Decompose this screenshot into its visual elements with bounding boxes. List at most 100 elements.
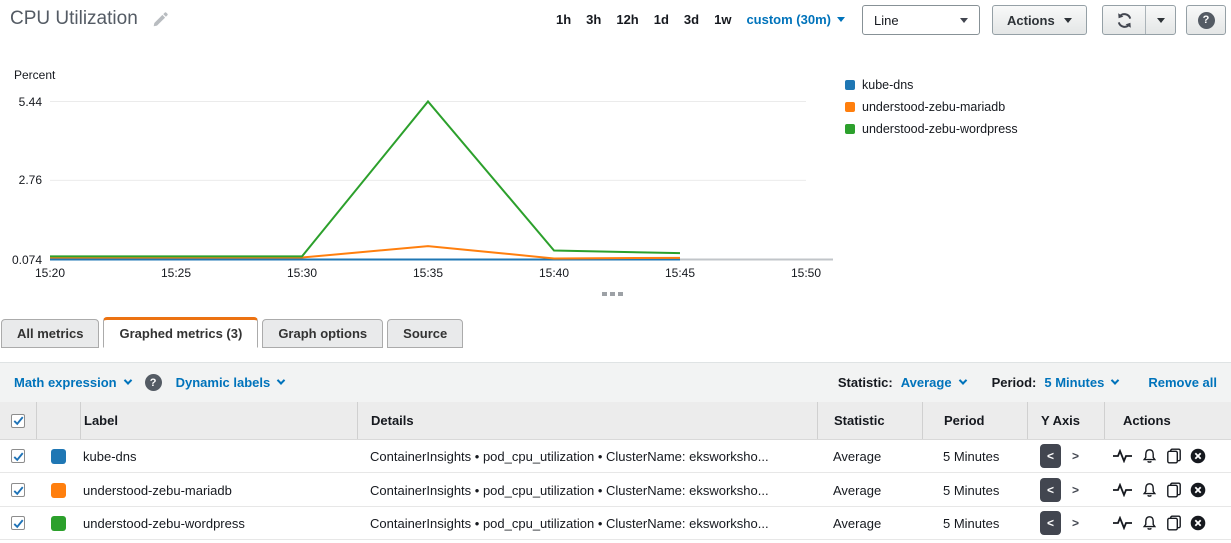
tab-graph-options[interactable]: Graph options xyxy=(262,319,384,348)
copy-icon xyxy=(1167,482,1181,498)
actions-button[interactable]: Actions xyxy=(992,5,1087,35)
y-axis-left-button[interactable]: < xyxy=(1040,444,1061,468)
x-axis-tick-label: 15:20 xyxy=(34,266,66,280)
legend-item-understood-zebu-mariadb[interactable]: understood-zebu-mariadb xyxy=(845,100,1018,114)
caret-down-icon xyxy=(836,17,845,22)
row-details: ContainerInsights • pod_cpu_utilization … xyxy=(370,448,769,464)
y-axis-tick-label: 0.074 xyxy=(11,252,42,267)
refresh-icon xyxy=(1117,12,1131,28)
edit-title-pencil-icon[interactable] xyxy=(152,11,169,28)
row-period: 5 Minutes xyxy=(943,482,1000,498)
pulse-icon xyxy=(1113,449,1132,463)
row-checkbox[interactable] xyxy=(11,516,25,530)
bell-icon xyxy=(1142,449,1157,463)
metrics-table-header: Label Details Statistic Period Y Axis Ac… xyxy=(0,402,1231,440)
bell-icon xyxy=(1142,516,1157,530)
row-label: understood-zebu-wordpress xyxy=(83,515,245,531)
legend-item-kube-dns[interactable]: kube-dns xyxy=(845,78,1018,92)
column-header-actions[interactable]: Actions xyxy=(1104,402,1231,439)
time-range-12h[interactable]: 12h xyxy=(616,12,639,27)
metrics-tabs: All metrics Graphed metrics (3) Graph op… xyxy=(1,317,464,348)
time-range-1w[interactable]: 1w xyxy=(714,12,732,27)
column-header-details[interactable]: Details xyxy=(357,402,817,439)
graphed-metrics-toolbar: Math expression ? Dynamic labels Statist… xyxy=(0,362,1231,402)
remove-metric-button[interactable] xyxy=(1190,482,1206,498)
remove-metric-button[interactable] xyxy=(1190,448,1206,464)
legend-label: kube-dns xyxy=(862,78,914,92)
graph-this-metric-only-button[interactable] xyxy=(1112,449,1133,463)
y-axis-left-button[interactable]: < xyxy=(1040,511,1061,535)
create-alarm-button[interactable] xyxy=(1141,482,1158,498)
y-axis-tick-label: 5.44 xyxy=(18,94,42,109)
copy-icon xyxy=(1167,515,1181,531)
toolbar-right: Statistic: Average Period: 5 Minutes Rem… xyxy=(838,375,1217,390)
legend-label: understood-zebu-wordpress xyxy=(862,122,1018,136)
pulse-icon xyxy=(1113,483,1132,497)
remove-metric-button[interactable] xyxy=(1190,515,1206,531)
series-line-understood-zebu-mariadb xyxy=(50,245,681,260)
time-range-1d[interactable]: 1d xyxy=(653,12,669,27)
remove-all-link[interactable]: Remove all xyxy=(1148,375,1217,390)
graph-this-metric-only-button[interactable] xyxy=(1112,516,1133,530)
create-alarm-button[interactable] xyxy=(1141,448,1158,464)
dynamic-labels-dropdown[interactable]: Dynamic labels xyxy=(176,375,286,390)
duplicate-metric-button[interactable] xyxy=(1166,515,1182,531)
series-line-understood-zebu-wordpress xyxy=(50,99,681,258)
copy-icon xyxy=(1167,448,1181,464)
y-axis-left-button[interactable]: < xyxy=(1040,478,1061,502)
table-row-understood-zebu-wordpress: understood-zebu-wordpress ContainerInsig… xyxy=(0,507,1231,540)
chevron-down-icon xyxy=(958,375,967,385)
caret-down-icon xyxy=(960,17,968,23)
column-header-statistic[interactable]: Statistic xyxy=(817,402,922,439)
row-checkbox[interactable] xyxy=(11,483,25,497)
column-header-period[interactable]: Period xyxy=(922,402,1027,439)
time-range-3d[interactable]: 3d xyxy=(683,12,700,27)
row-checkbox[interactable] xyxy=(11,449,25,463)
legend-swatch xyxy=(845,124,855,134)
y-axis-unit-label: Percent xyxy=(14,68,56,82)
check-icon xyxy=(13,486,23,495)
x-axis-tick-label: 15:45 xyxy=(664,266,696,280)
legend-item-understood-zebu-wordpress[interactable]: understood-zebu-wordpress xyxy=(845,122,1018,136)
cpu-utilization-chart: Percent kube-dns understood-zebu-mariadb… xyxy=(0,55,1231,287)
row-period: 5 Minutes xyxy=(943,515,1000,531)
refresh-button[interactable] xyxy=(1103,6,1146,34)
select-all-checkbox[interactable] xyxy=(11,413,25,428)
refresh-options-button[interactable] xyxy=(1146,6,1175,34)
caret-down-icon xyxy=(1156,17,1165,23)
chart-type-select[interactable]: Line xyxy=(862,5,980,35)
time-range-3h[interactable]: 3h xyxy=(586,12,602,27)
math-expression-dropdown[interactable]: Math expression xyxy=(14,375,132,390)
create-alarm-button[interactable] xyxy=(1141,515,1158,531)
caret-down-icon xyxy=(1063,17,1072,23)
y-axis-tick-label: 2.76 xyxy=(18,173,42,188)
y-axis-right-button[interactable]: > xyxy=(1072,483,1080,497)
custom-time-range-dropdown[interactable]: custom (30m) xyxy=(746,12,845,27)
column-header-y-axis[interactable]: Y Axis xyxy=(1027,402,1104,439)
y-axis-right-button[interactable]: > xyxy=(1072,516,1080,530)
statistic-dropdown[interactable]: Average xyxy=(901,375,967,390)
legend-swatch xyxy=(845,102,855,112)
duplicate-metric-button[interactable] xyxy=(1166,448,1182,464)
chart-type-value: Line xyxy=(874,12,899,28)
tab-all-metrics[interactable]: All metrics xyxy=(1,319,100,348)
help-icon: ? xyxy=(1197,11,1215,29)
row-period: 5 Minutes xyxy=(943,448,1000,464)
graph-this-metric-only-button[interactable] xyxy=(1112,483,1133,497)
legend-swatch xyxy=(845,80,855,90)
chart-resize-handle[interactable] xyxy=(602,292,623,296)
chevron-down-icon xyxy=(1111,375,1120,385)
pulse-icon xyxy=(1113,516,1132,530)
period-dropdown[interactable]: 5 Minutes xyxy=(1044,375,1120,390)
x-axis-tick-label: 15:30 xyxy=(286,266,318,280)
help-button[interactable]: ? xyxy=(1186,5,1226,35)
y-axis-right-button[interactable]: > xyxy=(1072,449,1080,463)
duplicate-metric-button[interactable] xyxy=(1166,482,1182,498)
math-expression-help-icon[interactable]: ? xyxy=(144,374,162,391)
bell-icon xyxy=(1142,483,1157,497)
tab-source[interactable]: Source xyxy=(387,319,464,348)
tab-graphed-metrics[interactable]: Graphed metrics (3) xyxy=(103,317,259,348)
column-header-label[interactable]: Label xyxy=(80,402,357,439)
chevron-down-icon xyxy=(123,375,132,385)
time-range-1h[interactable]: 1h xyxy=(556,12,572,27)
